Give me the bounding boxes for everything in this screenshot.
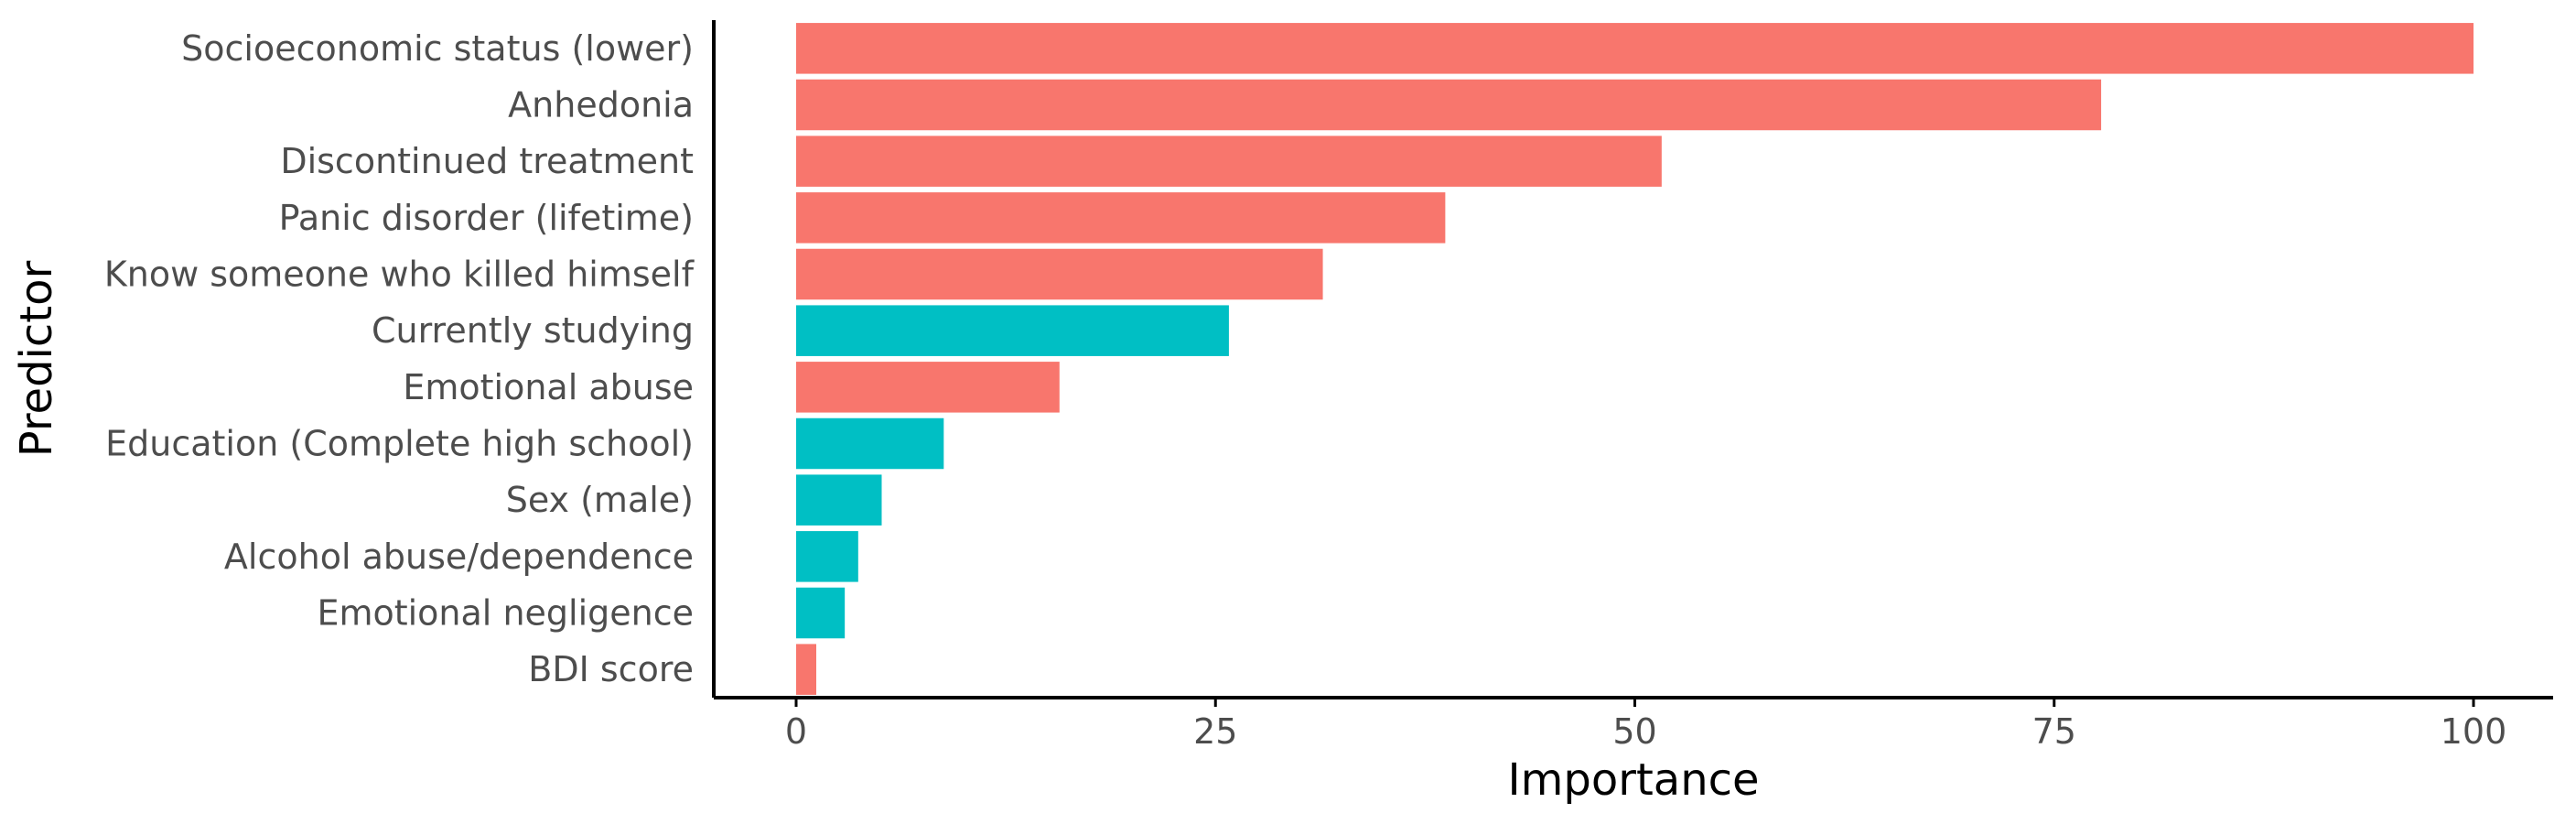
bar — [796, 248, 1323, 300]
bar — [796, 136, 1662, 187]
bar — [796, 79, 2102, 131]
y-tick-label: BDI score — [528, 649, 694, 689]
bar — [796, 362, 1060, 413]
y-axis-title: Predictor — [11, 261, 62, 458]
x-axis-title: Importance — [1507, 754, 1759, 806]
bar — [796, 587, 846, 639]
bar — [796, 417, 944, 470]
bar — [796, 305, 1229, 356]
y-tick-label: Currently studying — [372, 310, 694, 351]
y-tick-labels: Socioeconomic status (lower) Anhedonia Dis… — [104, 28, 695, 689]
y-tick-label: Anhedonia — [508, 85, 694, 125]
bars-group — [796, 23, 2474, 695]
y-tick-label: Alcohol abuse/dependence — [224, 537, 694, 577]
x-tick-label: 50 — [1612, 711, 1656, 752]
y-tick-label: Sex (male) — [506, 480, 694, 520]
y-tick-label: Education (Complete high school) — [105, 424, 694, 464]
y-tick-label: Know someone who killed himself — [104, 255, 695, 295]
bar — [796, 531, 858, 582]
bar — [796, 644, 816, 695]
y-tick-label: Emotional negligence — [317, 593, 694, 634]
y-tick-label: Socioeconomic status (lower) — [181, 28, 694, 69]
y-tick-label: Emotional abuse — [403, 367, 694, 407]
bar — [796, 474, 882, 526]
x-tick-label: 75 — [2032, 711, 2076, 752]
y-tick-label: Discontinued treatment — [280, 141, 694, 181]
bar — [796, 192, 1446, 244]
x-tick-label: 25 — [1193, 711, 1237, 752]
x-tick-label: 100 — [2441, 711, 2507, 752]
x-ticks: 0 25 50 75 100 — [785, 698, 2506, 752]
bar — [796, 23, 2474, 74]
y-tick-label: Panic disorder (lifetime) — [279, 198, 694, 238]
x-tick-label: 0 — [785, 711, 807, 752]
